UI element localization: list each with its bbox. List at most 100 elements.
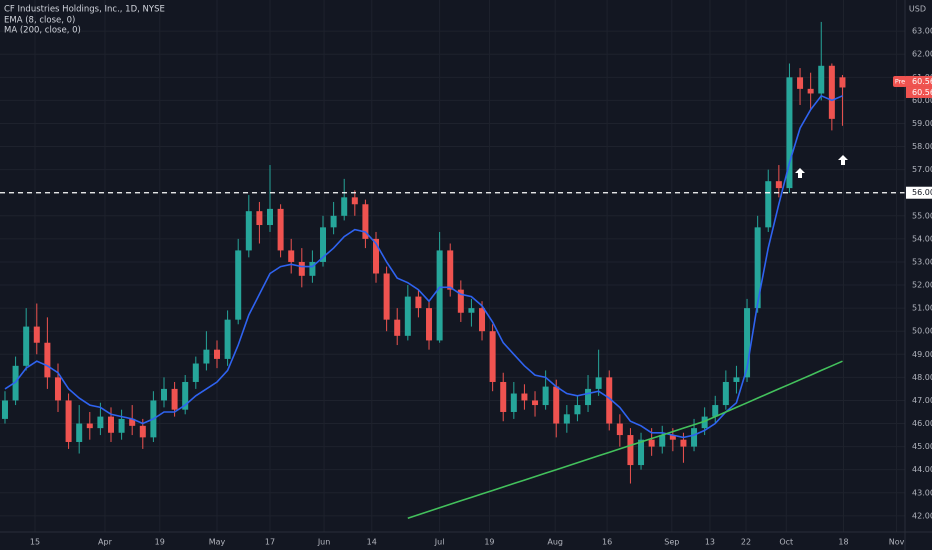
- premarket-tag-label: Pre: [895, 77, 905, 85]
- candle-body: [691, 428, 698, 447]
- candle-body: [256, 211, 263, 226]
- candle-body: [521, 393, 528, 401]
- y-tick-label: 59.00: [912, 119, 932, 128]
- candle-body: [235, 250, 242, 320]
- candle-body: [277, 208, 284, 251]
- x-tick-label: 18: [838, 538, 848, 547]
- x-tick-label: 19: [484, 538, 494, 547]
- candle-body: [86, 423, 93, 429]
- candle-body: [733, 377, 740, 382]
- x-tick-label: Jul: [434, 538, 445, 547]
- y-tick-label: 63.00: [912, 27, 932, 36]
- candle-body: [457, 289, 464, 313]
- candle-body: [214, 349, 221, 359]
- y-tick-label: 52.00: [912, 281, 932, 290]
- x-tick-label: Sep: [664, 538, 679, 547]
- candle-body: [436, 250, 443, 341]
- legend-entry: MA (200, close, 0): [4, 26, 81, 36]
- candle-body: [563, 414, 570, 424]
- candle-body: [701, 416, 708, 429]
- candle-body: [722, 381, 729, 406]
- candle-body: [426, 308, 433, 341]
- x-tick-label: Jun: [317, 538, 331, 547]
- indicator-line: [407, 360, 843, 519]
- candle-body: [383, 273, 390, 320]
- candle-body: [44, 342, 51, 378]
- candle-body: [351, 197, 358, 205]
- candle-body: [288, 250, 295, 262]
- y-tick-label: 60.00: [912, 96, 932, 105]
- candle-body: [669, 435, 676, 440]
- x-tick-label: 15: [30, 538, 40, 547]
- candle-body: [797, 77, 804, 89]
- candle-body: [54, 377, 61, 401]
- candle-body: [489, 331, 496, 382]
- legend-entry: EMA (8, close, 0): [4, 16, 75, 26]
- plot: [0, 21, 905, 519]
- candle-body: [616, 423, 623, 436]
- x-tick-label: May: [209, 538, 226, 547]
- x-tick-label: 19: [155, 538, 165, 547]
- price-tag: [906, 86, 932, 98]
- currency-label: USD: [909, 5, 926, 14]
- chart-title: CF Industries Holdings, Inc., 1D, NYSE: [4, 5, 165, 15]
- y-tick-label: 48.00: [912, 373, 932, 382]
- candle-body: [712, 405, 719, 417]
- candle-body: [224, 319, 231, 359]
- candle-body: [744, 308, 751, 378]
- candle-body: [139, 425, 146, 438]
- price-label: 60.56: [912, 77, 932, 86]
- y-tick-label: 62.00: [912, 50, 932, 59]
- x-tick-label: 16: [602, 538, 612, 547]
- candle-body: [160, 388, 167, 401]
- candle-body: [532, 400, 539, 406]
- y-tick-label: 45.00: [912, 442, 932, 451]
- candle-body: [828, 65, 835, 119]
- candle-body: [553, 386, 560, 424]
- premarket-tag: [893, 75, 907, 87]
- candle-body: [320, 227, 327, 262]
- candle-body: [65, 400, 72, 442]
- y-tick-label: 53.00: [912, 257, 932, 266]
- candle-body: [500, 381, 507, 412]
- arrow-icon: [838, 155, 848, 165]
- level-label: 56.00: [912, 188, 932, 197]
- price-label: 60.56: [912, 88, 932, 97]
- candle-body: [341, 197, 348, 216]
- candle-body: [574, 405, 581, 415]
- candle-body: [754, 227, 761, 309]
- candle-body: [76, 423, 83, 442]
- level-tag: [906, 186, 932, 199]
- candle-body: [404, 296, 411, 336]
- indicator-line: [4, 94, 843, 439]
- candle-body: [192, 363, 199, 382]
- candle-body: [775, 181, 782, 189]
- candle-body: [415, 296, 422, 309]
- candle-body: [298, 261, 305, 276]
- x-tick-label: Apr: [98, 538, 113, 547]
- candle-body: [479, 308, 486, 332]
- candle-body: [510, 393, 517, 412]
- candle-body: [129, 418, 136, 426]
- candle-body: [606, 377, 613, 424]
- candle-body: [1, 400, 8, 419]
- candle-body: [765, 181, 772, 228]
- candle-body: [182, 381, 189, 410]
- candle-body: [447, 250, 454, 290]
- candle-body: [680, 439, 687, 447]
- y-tick-label: 46.00: [912, 419, 932, 428]
- candle-body: [818, 65, 825, 94]
- candle-body: [394, 319, 401, 336]
- candle-body: [595, 377, 602, 389]
- x-tick-label: 13: [705, 538, 715, 547]
- candle-body: [267, 208, 274, 226]
- y-tick-label: 49.00: [912, 350, 932, 359]
- y-tick-label: 55.00: [912, 211, 932, 220]
- candle-body: [362, 204, 369, 239]
- y-tick-label: 57.00: [912, 165, 932, 174]
- x-tick-label: 22: [741, 538, 751, 547]
- candle-body: [97, 416, 104, 429]
- candle-body: [309, 261, 316, 276]
